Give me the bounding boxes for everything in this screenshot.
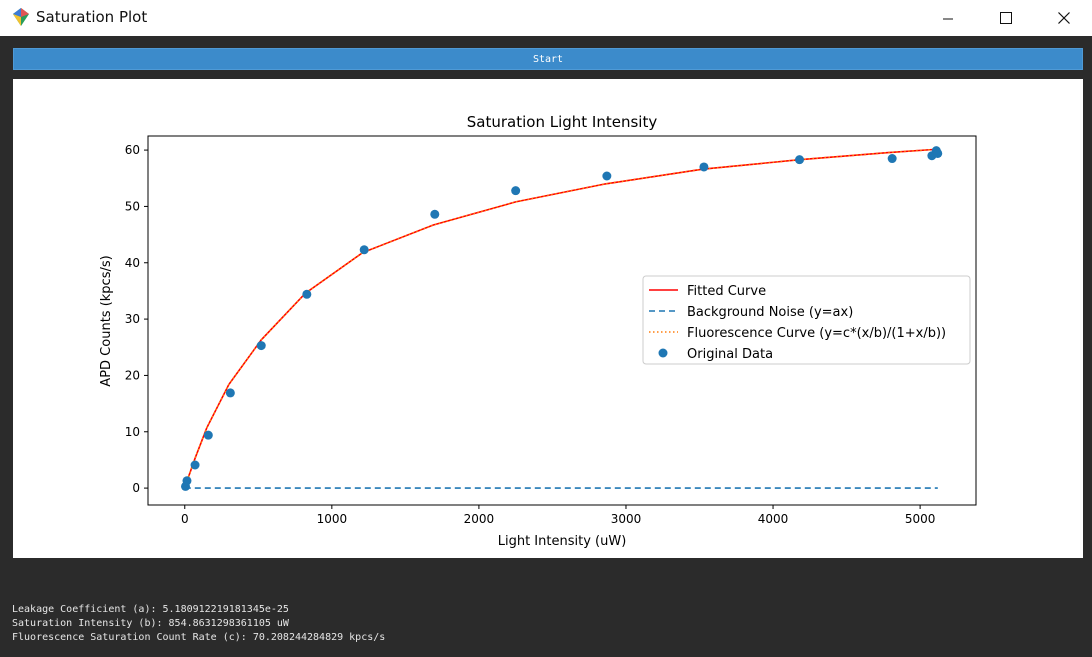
legend-swatch — [658, 348, 668, 358]
maximize-button[interactable] — [983, 0, 1029, 36]
data-point — [225, 388, 235, 398]
close-button[interactable] — [1041, 0, 1087, 36]
data-point — [602, 171, 612, 181]
window-title: Saturation Plot — [36, 8, 148, 26]
x-tick-label: 2000 — [464, 512, 495, 526]
x-tick-label: 1000 — [317, 512, 348, 526]
minimize-icon — [943, 18, 953, 20]
x-tick-label: 0 — [181, 512, 189, 526]
minimize-button[interactable] — [925, 0, 971, 36]
y-tick-label: 60 — [125, 143, 140, 157]
data-point — [182, 476, 192, 486]
data-point — [511, 186, 521, 196]
data-point — [203, 430, 213, 440]
x-tick-label: 4000 — [758, 512, 789, 526]
data-point — [430, 209, 440, 219]
data-point — [359, 245, 369, 255]
leakage-coefficient-text: Leakage Coefficient (a): 5.1809122191813… — [12, 604, 289, 615]
plot-frame — [147, 135, 977, 506]
plot-canvas: Saturation Light Intensity 0 1000 2000 3000… — [13, 79, 1083, 558]
chart-legend: Fitted Curve Background Noise (y=ax) Fluor… — [642, 275, 971, 365]
saturation-count-rate-text: Fluorescence Saturation Count Rate (c): … — [12, 632, 386, 643]
maximize-icon — [1000, 12, 1012, 24]
data-point — [699, 162, 709, 172]
data-point — [887, 154, 897, 164]
y-axis-label: APD Counts (kpcs/s) — [99, 255, 114, 386]
saturation-chart: Saturation Light Intensity 0 1000 2000 3000… — [99, 113, 977, 549]
legend-label: Fluorescence Curve (y=c*(x/b)/(1+x/b)) — [687, 326, 946, 341]
y-tick-label: 0 — [132, 481, 140, 495]
data-point — [190, 460, 200, 470]
legend-box — [642, 275, 971, 365]
chart-title: Saturation Light Intensity — [467, 113, 658, 131]
legend-label: Original Data — [687, 347, 773, 362]
y-tick-label: 40 — [125, 256, 140, 270]
app-icon — [13, 8, 29, 26]
data-point — [256, 341, 266, 351]
y-tick-label: 50 — [125, 199, 140, 213]
data-point — [933, 148, 943, 158]
series-line — [184, 148, 939, 489]
y-tick-label: 20 — [125, 368, 140, 382]
x-tick-label: 3000 — [611, 512, 642, 526]
legend-label: Background Noise (y=ax) — [687, 305, 853, 320]
y-tick-label: 10 — [125, 425, 140, 439]
x-axis-label: Light Intensity (uW) — [498, 534, 627, 549]
saturation-intensity-text: Saturation Intensity (b): 854.8631298361… — [12, 618, 289, 629]
title-bar: Saturation Plot — [0, 0, 1092, 36]
x-tick-label: 5000 — [905, 512, 936, 526]
data-point — [795, 155, 805, 165]
data-point — [302, 289, 312, 299]
start-button[interactable]: Start — [13, 48, 1083, 70]
legend-label: Fitted Curve — [687, 284, 766, 299]
y-tick-label: 30 — [125, 312, 140, 326]
close-icon — [1058, 12, 1070, 24]
